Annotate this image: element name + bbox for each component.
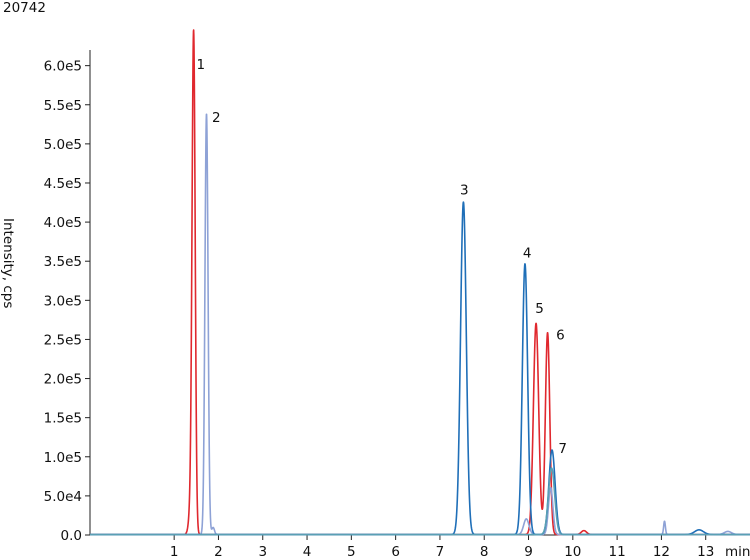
x-axis: 1 2 3 4 5 6 7 8 9 10 11 12 13 min xyxy=(90,534,750,560)
peak-label: 1 xyxy=(196,57,205,73)
y-tick-label: 3.5e5 xyxy=(44,254,82,270)
x-tick-label: 4 xyxy=(303,544,312,560)
x-tick-label: 12 xyxy=(653,544,670,560)
series-trace-4 xyxy=(89,467,750,536)
peak-label: 6 xyxy=(556,327,565,343)
y-tick-label: 5.0e4 xyxy=(44,489,82,505)
y-tick-label: 4.0e5 xyxy=(44,215,82,231)
x-axis-title: min xyxy=(725,544,750,560)
x-tick-label: 3 xyxy=(258,544,267,560)
x-tick-label: 8 xyxy=(480,544,489,560)
peak-label: 7 xyxy=(558,441,567,457)
peak-label: 5 xyxy=(535,301,544,317)
y-axis-title: Intensity, cps xyxy=(0,218,16,308)
y-tick-label: 5.0e5 xyxy=(44,137,82,153)
x-tick-label: 6 xyxy=(391,544,400,560)
series-trace-3 xyxy=(89,201,750,536)
x-tick-label: 10 xyxy=(564,544,581,560)
peak-label: 4 xyxy=(523,245,532,261)
x-tick-label: 11 xyxy=(609,544,626,560)
y-ticks: 0.0 5.0e4 1.0e5 1.5e5 2.0e5 2.5e5 3.0e5 3.5e5 4.… xyxy=(44,59,90,544)
y-tick-label: 5.5e5 xyxy=(44,98,82,114)
peak-label: 3 xyxy=(460,183,469,199)
x-tick-label: 13 xyxy=(697,544,714,560)
y-tick-label: 2.5e5 xyxy=(44,332,82,348)
x-tick-label: 2 xyxy=(214,544,223,560)
y-tick-label: 2.0e5 xyxy=(44,372,82,388)
y-tick-label: 1.5e5 xyxy=(44,411,82,427)
peak-labels: 1 2 3 4 56 7 xyxy=(196,57,566,457)
chart-title: 20742 xyxy=(3,0,46,16)
x-tick-label: 5 xyxy=(347,544,356,560)
y-tick-label: 3.0e5 xyxy=(44,293,82,309)
series-layer xyxy=(89,29,750,536)
x-tick-label: 7 xyxy=(436,544,445,560)
y-tick-label: 1.0e5 xyxy=(44,450,82,466)
series-trace-2 xyxy=(89,113,750,536)
series-trace-1 xyxy=(89,29,750,536)
y-tick-label: 6.0e5 xyxy=(44,59,82,75)
x-tick-label: 9 xyxy=(524,544,533,560)
peak-label: 2 xyxy=(212,110,221,126)
x-tick-label: 1 xyxy=(170,544,179,560)
y-tick-label: 0.0 xyxy=(61,528,82,544)
x-ticks: 1 2 3 4 5 6 7 8 9 10 11 12 13 xyxy=(170,535,714,560)
y-tick-label: 4.5e5 xyxy=(44,176,82,192)
y-axis: 0.0 5.0e4 1.0e5 1.5e5 2.0e5 2.5e5 3.0e5 3.5e5 4.… xyxy=(44,50,91,544)
